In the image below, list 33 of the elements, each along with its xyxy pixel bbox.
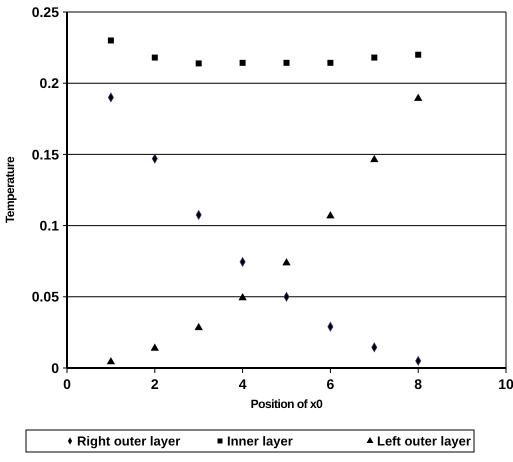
point [282, 258, 291, 266]
y-tick-label: 0.05 [32, 288, 60, 305]
point [415, 52, 422, 58]
point [194, 322, 203, 330]
x-tick-label: 10 [498, 376, 513, 392]
x-tick-label: 4 [238, 376, 247, 392]
point [108, 37, 114, 44]
x-tick-label: 6 [326, 376, 334, 392]
legend-label: Left outer layer [377, 434, 471, 449]
y-tick-label: 0.2 [40, 75, 60, 92]
x-tick-label: 0 [63, 376, 72, 392]
point [371, 54, 378, 61]
point [327, 60, 334, 66]
point [240, 60, 246, 66]
y-axis-title: Temperature [3, 156, 17, 224]
x-tick-label: 2 [150, 376, 159, 392]
legend-label: Right outer layer [77, 434, 180, 449]
point [284, 60, 290, 66]
y-tick-label: 0 [51, 360, 60, 376]
point [152, 54, 158, 61]
point [106, 357, 116, 364]
point [370, 154, 378, 162]
x-axis-title: Position of x0 [250, 397, 324, 411]
point [414, 94, 422, 101]
y-tick-label: 0.25 [32, 4, 60, 20]
y-tick-label: 0.15 [32, 146, 60, 162]
point [238, 292, 247, 300]
y-tick-label: 0.1 [40, 218, 60, 234]
x-tick-label: 8 [414, 376, 422, 392]
point [150, 344, 159, 351]
legend-label: Inner layer [227, 434, 293, 449]
point [196, 60, 202, 66]
point [326, 211, 335, 218]
